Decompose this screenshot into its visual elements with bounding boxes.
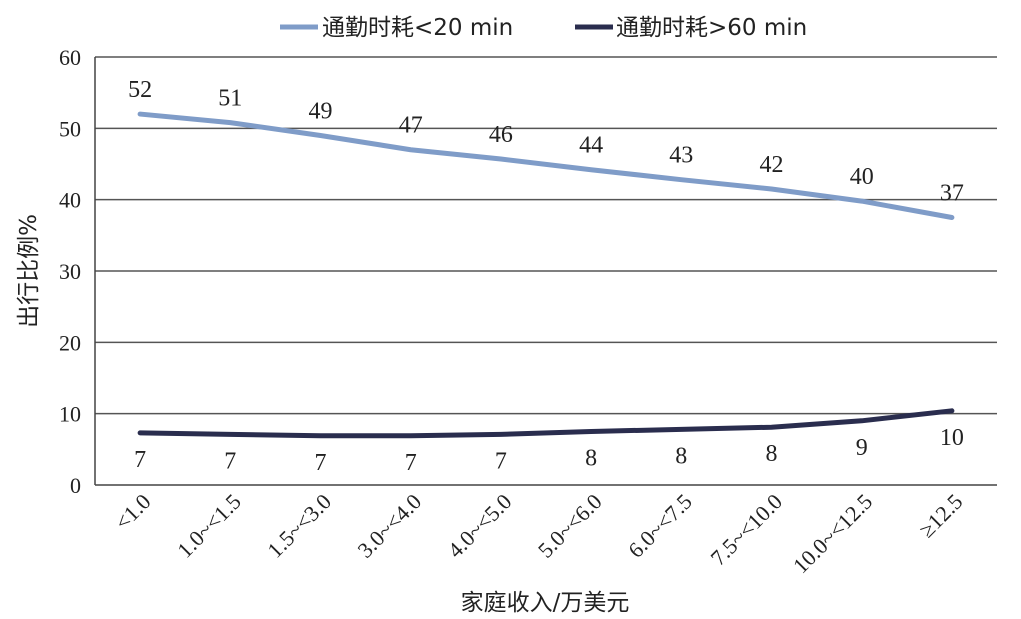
data-label: 10 (940, 425, 964, 451)
data-label: 52 (128, 77, 152, 103)
x-tick-label: 1.0~<1.5 (172, 489, 246, 563)
y-tick-label: 50 (59, 116, 81, 141)
x-tick-label: 4.0~<5.0 (443, 489, 517, 563)
data-label: 8 (766, 441, 778, 467)
data-label: 7 (134, 447, 146, 473)
data-label: 7 (315, 450, 327, 476)
y-axis-title: 出行比例% (16, 214, 42, 328)
data-label: 9 (856, 435, 868, 461)
x-tick-label: 7.5~<10.0 (705, 489, 787, 571)
x-axis-title: 家庭收入/万美元 (461, 590, 630, 616)
data-label: 40 (850, 164, 874, 190)
data-label: 7 (405, 450, 417, 476)
data-label: 37 (940, 181, 964, 207)
x-tick-label: 3.0~<4.0 (352, 489, 426, 563)
x-tick-label: 1.5~<3.0 (262, 489, 336, 563)
data-label: 43 (669, 143, 693, 169)
data-label: 46 (489, 122, 513, 148)
y-tick-label: 60 (59, 45, 81, 70)
data-label: 8 (585, 446, 597, 472)
y-tick-label: 0 (70, 473, 81, 498)
x-tick-label: 10.0~<12.5 (788, 489, 877, 578)
y-tick-labels: 0 10 20 30 40 50 60 (59, 45, 81, 498)
data-labels: 52 51 49 47 46 44 43 42 40 37 7 7 7 7 7 8 8 8 9 10 (128, 77, 964, 476)
legend: 通勤时耗<20 min 通勤时耗>60 min (280, 15, 807, 41)
legend-label-short: 通勤时耗<20 min (322, 15, 513, 41)
y-tick-label: 40 (59, 188, 81, 213)
x-tick-label: 5.0~<6.0 (533, 489, 607, 563)
data-label: 8 (675, 443, 687, 469)
data-label: 47 (399, 113, 423, 139)
x-tick-labels: <1.0 1.0~<1.5 1.5~<3.0 3.0~<4.0 4.0~<5.0 5.0~… (110, 489, 968, 578)
y-gridlines (95, 56, 997, 415)
data-label: 49 (309, 98, 333, 124)
series-line-0 (137, 111, 955, 220)
data-label: 44 (579, 133, 603, 159)
series-lines (137, 111, 955, 439)
x-tick-label: <1.0 (110, 489, 156, 535)
data-label: 51 (218, 86, 242, 112)
data-label: 42 (760, 152, 784, 178)
data-label: 7 (495, 448, 507, 474)
legend-label-long: 通勤时耗>60 min (616, 15, 807, 41)
y-tick-label: 30 (59, 259, 81, 284)
x-tick-label: 6.0~<7.5 (623, 489, 697, 563)
y-tick-label: 20 (59, 330, 81, 355)
x-tick-label: ≥12.5 (914, 489, 967, 542)
series-line-1 (137, 408, 955, 439)
y-tick-label: 10 (59, 402, 81, 427)
data-label: 7 (224, 448, 236, 474)
